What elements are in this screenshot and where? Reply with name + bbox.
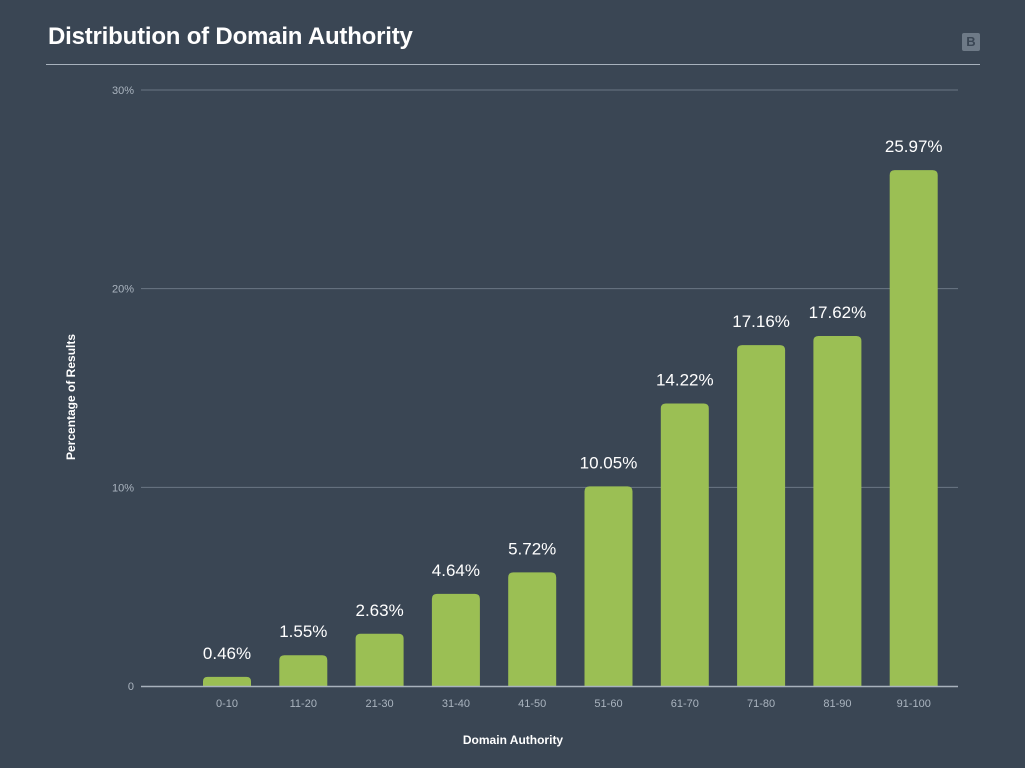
bar-value-label: 14.22% [656, 370, 714, 389]
bar [737, 345, 786, 686]
title-divider [46, 64, 980, 65]
bar-value-label: 17.16% [732, 312, 790, 331]
y-axis-title: Percentage of Results [64, 334, 78, 460]
x-tick-label: 31-40 [442, 698, 470, 710]
bar-value-label: 1.55% [279, 622, 327, 641]
bar [355, 633, 404, 686]
x-tick-label: 21-30 [366, 698, 394, 710]
x-tick-label: 11-20 [290, 698, 317, 710]
bar-value-label: 2.63% [355, 601, 403, 620]
bar-value-label: 0.46% [203, 644, 251, 663]
bar-value-label: 4.64% [432, 561, 480, 580]
y-tick-label: 30% [112, 85, 134, 97]
bar [889, 170, 938, 686]
y-tick-label: 10% [112, 482, 134, 494]
page-title: Distribution of Domain Authority [48, 23, 413, 50]
bar-value-label: 5.72% [508, 539, 556, 558]
x-tick-label: 71-80 [747, 698, 775, 710]
bar-value-label: 25.97% [885, 137, 943, 156]
x-tick-label: 81-90 [823, 698, 851, 710]
brand-logo-icon: B [962, 33, 980, 51]
bar [813, 335, 862, 686]
bar-value-label: 17.62% [809, 303, 867, 322]
bar [508, 572, 557, 686]
bar [584, 486, 633, 686]
bar-value-label: 10.05% [580, 453, 638, 472]
bar [431, 593, 480, 686]
y-tick-label: 20% [112, 284, 134, 296]
x-tick-label: 41-50 [518, 698, 546, 710]
x-tick-label: 0-10 [216, 698, 238, 710]
x-axis-title: Domain Authority [463, 733, 564, 747]
x-tick-label: 51-60 [594, 698, 622, 710]
bar [279, 655, 328, 686]
y-tick-label: 0 [128, 681, 134, 693]
bar [203, 676, 251, 686]
x-tick-label: 91-100 [897, 698, 931, 710]
bar [660, 403, 709, 686]
x-tick-label: 61-70 [671, 698, 699, 710]
